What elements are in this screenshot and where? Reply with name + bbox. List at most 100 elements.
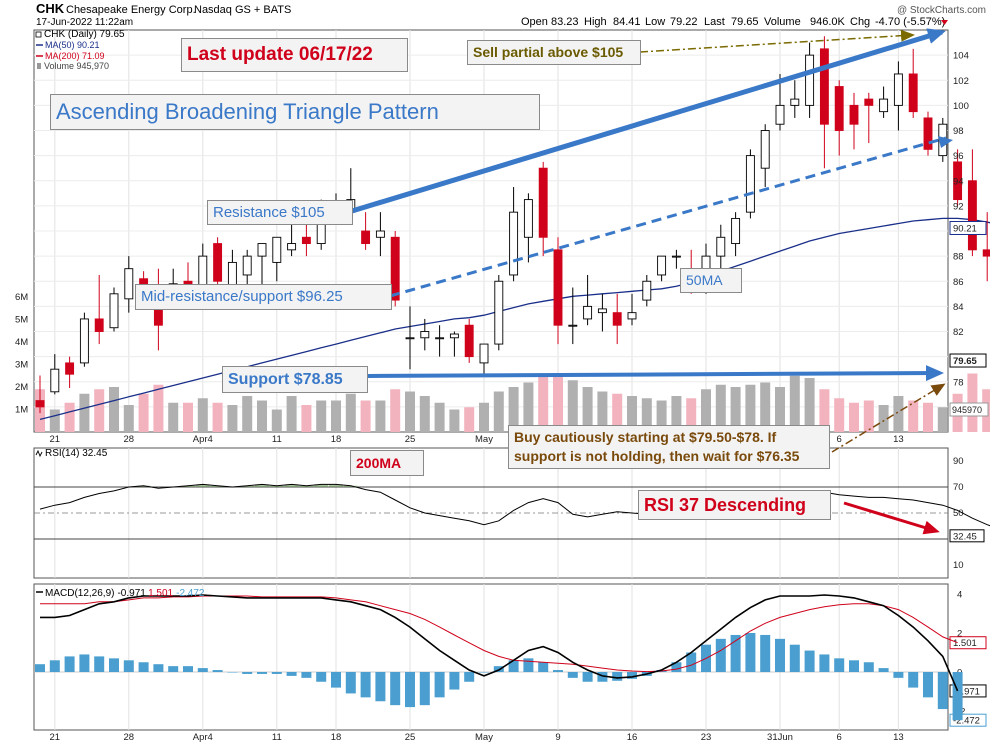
candle-body — [361, 230, 371, 245]
legend-ma200: MA(200) 71.09 — [45, 51, 105, 61]
macd-histogram-bar — [597, 672, 608, 682]
macd-histogram-bar — [745, 633, 756, 672]
volume-bar — [183, 402, 193, 432]
rsi-tick-label: 90 — [953, 456, 964, 467]
last-price-label: 79.65 — [953, 356, 977, 367]
macd-value: -0.971 — [117, 588, 146, 599]
volume-bar — [553, 375, 563, 432]
buy-note-line-2: support is not holding, then wait for $7… — [514, 448, 800, 464]
candle — [908, 48, 918, 118]
last-update-note: Last update 06/17/22 — [181, 38, 408, 72]
volume-bar — [937, 407, 948, 432]
macd-tick-label: 4 — [957, 590, 962, 601]
volume-bars — [35, 373, 990, 432]
volume-bar — [123, 405, 134, 432]
macd-histogram-bar — [775, 638, 785, 672]
candle — [642, 274, 652, 307]
volume-bar — [612, 393, 623, 432]
macd-value-box-label: -0.971 — [953, 686, 980, 697]
legend-ma50: MA(50) 90.21 — [45, 40, 100, 50]
volume-bar — [597, 391, 608, 432]
candle — [805, 42, 815, 118]
ma50-value-label: 90.21 — [953, 223, 977, 234]
macd-histogram-bar — [908, 672, 919, 688]
candle — [65, 356, 75, 389]
pattern-title: Ascending Broadening Triangle Pattern — [50, 94, 540, 130]
candle — [272, 236, 282, 282]
volume-bar — [804, 378, 815, 432]
candle-body — [568, 324, 578, 327]
candle — [864, 92, 874, 144]
macd-histogram-bar — [360, 672, 371, 698]
candle — [627, 293, 637, 326]
candle — [790, 80, 800, 118]
candle-body — [642, 280, 652, 301]
resistance-note: Resistance $105 — [207, 200, 353, 225]
macd-signal-line — [40, 595, 958, 673]
price-tick-label: 100 — [953, 101, 969, 112]
volume-value-box — [949, 402, 989, 417]
candle-body — [449, 333, 459, 339]
candle-body — [301, 236, 311, 245]
macd-histogram-bar — [479, 672, 489, 673]
volume-bar — [419, 396, 430, 432]
grid — [34, 30, 948, 730]
volume-bar — [775, 387, 785, 432]
macd-histogram-bar — [671, 662, 682, 672]
candle-body — [272, 236, 282, 263]
macd-legend: MACD(12,26,9) -0.971 1.501 -2.472 — [36, 588, 205, 599]
volume-bar — [79, 393, 90, 432]
buy-arrow — [831, 383, 946, 453]
candle-body — [967, 180, 977, 251]
x-tick-label: 13 — [893, 434, 904, 445]
candle — [731, 212, 741, 257]
macd-histogram-bar — [109, 658, 119, 672]
x-tick-label: Apr4 — [193, 434, 213, 445]
macd-histogram-bar — [138, 662, 149, 672]
macd-histogram-bar — [582, 672, 593, 682]
volume-tick-label: 6M — [15, 292, 28, 303]
macd-histogram-bar — [271, 672, 282, 674]
candle-body — [716, 236, 726, 257]
x-tick-label-bottom: 16 — [627, 732, 638, 743]
macd-histogram-bar — [242, 672, 253, 674]
sell-note: Sell partial above $105 — [467, 40, 641, 65]
candle-body — [509, 211, 519, 276]
candle-body — [35, 400, 45, 408]
volume-bar — [834, 398, 845, 432]
volume-bar — [138, 393, 149, 432]
quote-open-label: Open — [521, 16, 548, 28]
quote-chg-label: Chg — [850, 16, 870, 28]
macd-histogram-bar — [686, 652, 697, 672]
rsi-tick-label: 10 — [953, 560, 964, 571]
candle-body — [79, 318, 89, 364]
macd-histogram-bar — [715, 638, 726, 672]
candle — [94, 274, 104, 345]
candle-body — [908, 73, 918, 113]
volume-bar — [345, 393, 356, 432]
candle — [834, 80, 844, 156]
macd-legend-text: MACD(12,26,9) -0.971 1.501 -2.472 — [45, 588, 205, 599]
candle — [849, 92, 859, 150]
quote-volume-label: Volume — [764, 16, 801, 28]
candle-body — [982, 249, 990, 257]
moving-averages — [39, 217, 990, 421]
candle-body — [864, 98, 874, 106]
volume-bar — [390, 389, 401, 432]
volume-bar — [893, 396, 904, 432]
candle — [893, 61, 903, 131]
macd-histogram-bar — [197, 668, 208, 672]
quote-last: 79.65 — [731, 16, 759, 28]
volume-bar — [331, 400, 341, 432]
candle-legend-icon — [35, 31, 42, 38]
macd-histogram-bar — [789, 644, 800, 672]
volume-bar — [479, 402, 489, 432]
candle — [523, 193, 533, 263]
candle — [509, 187, 519, 282]
candle-body — [242, 255, 252, 276]
volume-bar — [94, 389, 105, 432]
macd-histogram-bar — [612, 672, 623, 681]
candle — [819, 36, 829, 169]
candle-body — [213, 243, 223, 282]
macd-signal-value: 1.501 — [148, 588, 173, 599]
